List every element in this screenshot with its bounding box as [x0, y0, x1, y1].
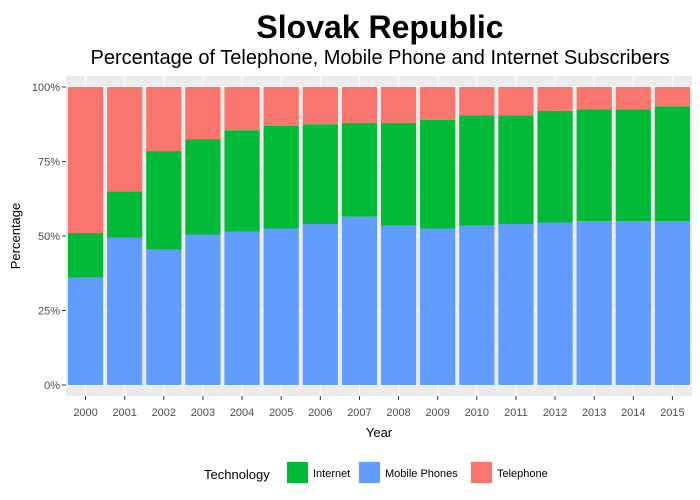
y-axis: 0% 25% 50% 75% 100% [32, 82, 66, 392]
bar-mobile-phones-2013 [576, 221, 612, 385]
x-tick-label: 2011 [504, 407, 528, 419]
y-axis-title: Percentage [8, 203, 23, 270]
bar-telephone-2003 [185, 87, 221, 140]
bar-telephone-2007 [341, 87, 378, 123]
bars [67, 87, 691, 385]
bar-telephone-2005 [263, 87, 299, 126]
chart-title: Slovak Republic [256, 9, 503, 45]
x-tick-label: 2005 [269, 407, 293, 419]
bar-telephone-2006 [302, 87, 338, 125]
x-tick-label: 2001 [112, 407, 136, 419]
legend: Technology Internet Mobile Phones Telephon… [204, 461, 548, 484]
bar-telephone-2002 [146, 87, 182, 152]
bar-mobile-phones-2010 [459, 225, 495, 385]
bar-internet-2013 [576, 109, 612, 222]
bar-telephone-2000 [67, 87, 104, 234]
x-tick-label: 2009 [425, 407, 449, 419]
bar-mobile-phones-2002 [146, 249, 182, 385]
bar-telephone-2011 [498, 87, 534, 116]
y-tick-label: 75% [38, 157, 60, 169]
bar-telephone-2008 [380, 87, 417, 123]
y-tick-label: 50% [38, 231, 60, 243]
bar-mobile-phones-2009 [420, 228, 456, 385]
bar-mobile-phones-2011 [498, 224, 534, 385]
bar-mobile-phones-2012 [537, 222, 573, 385]
x-axis-title: Year [366, 425, 393, 440]
x-tick-label: 2007 [347, 407, 371, 419]
bar-internet-2009 [420, 119, 456, 229]
bar-mobile-phones-2015 [654, 221, 691, 385]
bar-mobile-phones-2008 [380, 225, 417, 385]
legend-label: Internet [313, 468, 350, 480]
bar-internet-2002 [146, 151, 182, 250]
bar-telephone-2010 [459, 87, 495, 116]
bar-mobile-phones-2004 [224, 231, 260, 385]
x-tick-label: 2004 [230, 407, 254, 419]
bar-telephone-2015 [654, 87, 691, 107]
y-tick-label: 0% [44, 380, 60, 392]
legend-swatch-internet [287, 462, 308, 483]
bar-internet-2006 [302, 124, 338, 225]
bar-internet-2005 [263, 125, 299, 229]
x-tick-label: 2002 [152, 407, 176, 419]
chart-subtitle: Percentage of Telephone, Mobile Phone an… [91, 47, 670, 69]
bar-mobile-phones-2007 [341, 216, 378, 385]
x-tick-label: 2014 [621, 407, 645, 419]
x-tick-label: 2013 [582, 407, 606, 419]
bar-mobile-phones-2003 [185, 234, 221, 385]
bar-telephone-2012 [537, 87, 573, 111]
bar-mobile-phones-2014 [615, 221, 651, 385]
bar-internet-2000 [67, 233, 104, 278]
x-axis: 2000 2001 2002 2003 2004 2005 2006 2007 2008 2009… [73, 396, 685, 419]
bar-internet-2007 [341, 122, 378, 217]
bar-mobile-phones-2001 [107, 237, 143, 385]
bar-internet-2012 [537, 110, 573, 223]
x-tick-label: 2003 [191, 407, 215, 419]
bar-telephone-2014 [615, 87, 651, 110]
bar-internet-2003 [185, 139, 221, 235]
y-tick-label: 25% [38, 306, 60, 318]
x-tick-label: 2015 [660, 407, 684, 419]
bar-mobile-phones-2000 [67, 277, 104, 385]
x-tick-label: 2006 [308, 407, 332, 419]
bar-telephone-2013 [576, 87, 612, 110]
y-tick-label: 100% [32, 82, 60, 94]
legend-swatch-mobile-phones [359, 462, 380, 483]
bar-telephone-2009 [420, 87, 456, 120]
legend-title: Technology [204, 467, 270, 482]
bar-internet-2001 [107, 191, 143, 238]
bar-internet-2011 [498, 115, 534, 225]
legend-swatch-telephone [471, 462, 492, 483]
x-tick-label: 2010 [465, 407, 489, 419]
legend-label: Telephone [497, 468, 548, 480]
x-tick-label: 2012 [543, 407, 567, 419]
bar-internet-2004 [224, 130, 260, 232]
bar-mobile-phones-2005 [263, 228, 299, 385]
bar-telephone-2001 [107, 87, 143, 192]
x-tick-label: 2008 [386, 407, 410, 419]
legend-label: Mobile Phones [385, 468, 458, 480]
bar-internet-2014 [615, 109, 651, 222]
bar-mobile-phones-2006 [302, 224, 338, 385]
bar-internet-2010 [459, 115, 495, 226]
bar-telephone-2004 [224, 87, 260, 131]
bar-internet-2015 [654, 106, 691, 222]
bar-internet-2008 [380, 122, 417, 226]
x-tick-label: 2000 [73, 407, 97, 419]
